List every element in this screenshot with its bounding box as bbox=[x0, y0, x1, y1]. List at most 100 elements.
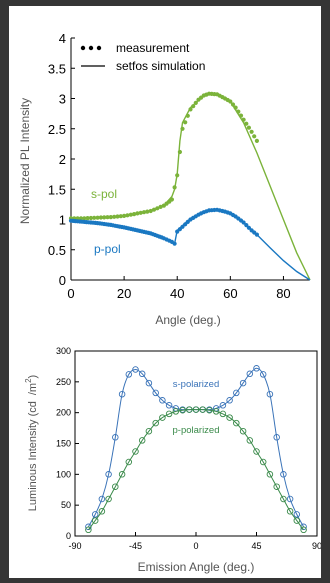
legend-dot bbox=[80, 45, 86, 51]
measurement-point bbox=[233, 105, 238, 110]
measurement-point bbox=[108, 215, 113, 220]
data-point bbox=[219, 402, 227, 409]
legend-simulation-label: setfos simulation bbox=[116, 59, 205, 73]
data-point bbox=[233, 389, 240, 397]
data-point bbox=[85, 526, 92, 534]
y-tick-label: 1.5 bbox=[48, 182, 66, 197]
data-point bbox=[286, 495, 294, 503]
y-tick-label: 3.5 bbox=[48, 61, 66, 76]
y-tick-label: 50 bbox=[61, 500, 71, 510]
measurement-point bbox=[175, 173, 180, 178]
measurement-point bbox=[230, 102, 236, 107]
data-point bbox=[118, 390, 126, 398]
measurement-point bbox=[177, 149, 182, 155]
measurement-point bbox=[112, 214, 117, 219]
measurement-point bbox=[122, 213, 127, 218]
measurement-point bbox=[228, 99, 233, 104]
x-tick-label: 45 bbox=[251, 541, 261, 551]
y-tick-label: 2 bbox=[59, 152, 66, 167]
data-point bbox=[105, 471, 112, 478]
measurement-point bbox=[92, 215, 97, 220]
series-label-p-polarized: p-polarized bbox=[173, 425, 220, 436]
chart2-ticks: -90 -45 0 45 90 0 50 100 150 200 250 300 bbox=[56, 346, 321, 551]
series-label-s-pol: s-pol bbox=[91, 187, 117, 201]
y-tick-label: 4 bbox=[59, 31, 66, 46]
chart1-legend: measurement setfos simulation bbox=[80, 41, 205, 73]
data-point bbox=[152, 419, 159, 427]
measurement-point bbox=[193, 100, 198, 105]
chart2-y-axis-label: Luminous Intensity (cd/m2) bbox=[24, 375, 39, 511]
data-point bbox=[98, 495, 106, 503]
measurement-point bbox=[188, 107, 193, 112]
data-point bbox=[286, 508, 294, 515]
measurement-point bbox=[102, 215, 107, 220]
measurement-point bbox=[118, 214, 123, 219]
measurement-point bbox=[125, 213, 130, 218]
measurement-point bbox=[244, 223, 249, 228]
measurement-point bbox=[128, 212, 133, 217]
x-tick-label: 0 bbox=[67, 286, 74, 301]
y-tick-label: 100 bbox=[56, 469, 71, 479]
y-tick-label: 0.5 bbox=[48, 243, 66, 258]
measurement-point bbox=[180, 224, 185, 229]
data-point bbox=[186, 406, 193, 413]
measurement-point bbox=[145, 209, 150, 214]
data-point bbox=[300, 526, 307, 534]
x-tick-label: 0 bbox=[193, 541, 198, 551]
data-point bbox=[125, 371, 133, 378]
data-point bbox=[91, 511, 99, 518]
measurement-point bbox=[151, 207, 157, 212]
measurement-point bbox=[236, 109, 241, 114]
data-point bbox=[233, 419, 240, 427]
legend-measurement-label: measurement bbox=[116, 41, 190, 55]
measurement-point bbox=[252, 134, 257, 139]
data-point bbox=[253, 448, 260, 455]
measurement-point bbox=[249, 129, 254, 134]
x-tick-label: 80 bbox=[276, 286, 290, 301]
x-tick-label: 40 bbox=[170, 286, 184, 301]
measurement-point bbox=[78, 216, 84, 221]
x-tick-label: 20 bbox=[117, 286, 131, 301]
data-point bbox=[259, 371, 267, 378]
data-point bbox=[266, 471, 274, 478]
data-point bbox=[159, 414, 166, 421]
y-tick-label: 200 bbox=[56, 408, 71, 418]
data-point bbox=[112, 434, 119, 441]
data-point bbox=[293, 517, 301, 524]
data-point bbox=[145, 427, 153, 435]
y-tick-label: 150 bbox=[56, 439, 71, 449]
measurement-point bbox=[169, 197, 174, 202]
data-point bbox=[165, 402, 173, 409]
y-tick-label: 300 bbox=[56, 346, 71, 356]
x-tick-label: -45 bbox=[129, 541, 142, 551]
measurement-point bbox=[155, 206, 160, 211]
data-point bbox=[273, 434, 280, 441]
chart1-series bbox=[68, 91, 311, 281]
measurement-point bbox=[175, 229, 180, 234]
data-point bbox=[206, 406, 213, 414]
chart2-series bbox=[85, 365, 307, 534]
y-tick-label: 1 bbox=[59, 213, 66, 228]
measurement-point bbox=[172, 185, 177, 190]
data-point bbox=[199, 406, 206, 413]
data-point bbox=[138, 370, 146, 378]
measurement-point bbox=[254, 138, 259, 143]
data-point bbox=[91, 517, 99, 524]
measurement-point bbox=[254, 232, 259, 237]
data-point bbox=[132, 366, 139, 373]
measurement-point bbox=[141, 210, 147, 215]
measurement-point bbox=[148, 208, 153, 214]
y-tick-label: 250 bbox=[56, 377, 71, 387]
data-point bbox=[280, 495, 287, 503]
y-tick-label: 0 bbox=[66, 531, 71, 541]
series-line-p-polarized bbox=[88, 409, 304, 531]
measurement-point bbox=[180, 126, 185, 131]
legend-dot bbox=[88, 45, 94, 51]
data-point bbox=[165, 410, 173, 418]
measurement-point bbox=[172, 241, 177, 246]
data-point bbox=[259, 458, 267, 466]
data-point bbox=[226, 397, 233, 404]
measurement-point bbox=[241, 220, 246, 225]
measurement-point bbox=[95, 215, 100, 220]
y-tick-label: 0 bbox=[59, 273, 66, 288]
